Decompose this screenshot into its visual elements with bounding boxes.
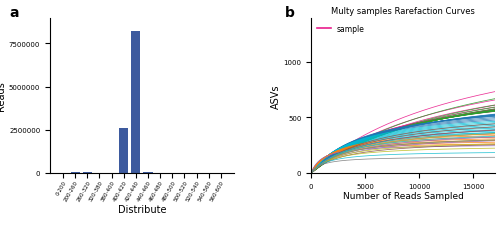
X-axis label: Distribute: Distribute (118, 205, 166, 215)
Text: b: b (286, 6, 295, 20)
Text: a: a (10, 6, 19, 20)
Y-axis label: Reads: Reads (0, 81, 6, 111)
X-axis label: Number of Reads Sampled: Number of Reads Sampled (342, 192, 464, 201)
Bar (132, 32, 140, 173)
Bar (144, 172, 152, 173)
Bar (70, 172, 80, 173)
Y-axis label: ASVs: ASVs (270, 84, 280, 108)
Title: Multy samples Rarefaction Curves: Multy samples Rarefaction Curves (331, 7, 475, 16)
Legend: sample: sample (315, 22, 368, 36)
Bar (119, 128, 128, 173)
